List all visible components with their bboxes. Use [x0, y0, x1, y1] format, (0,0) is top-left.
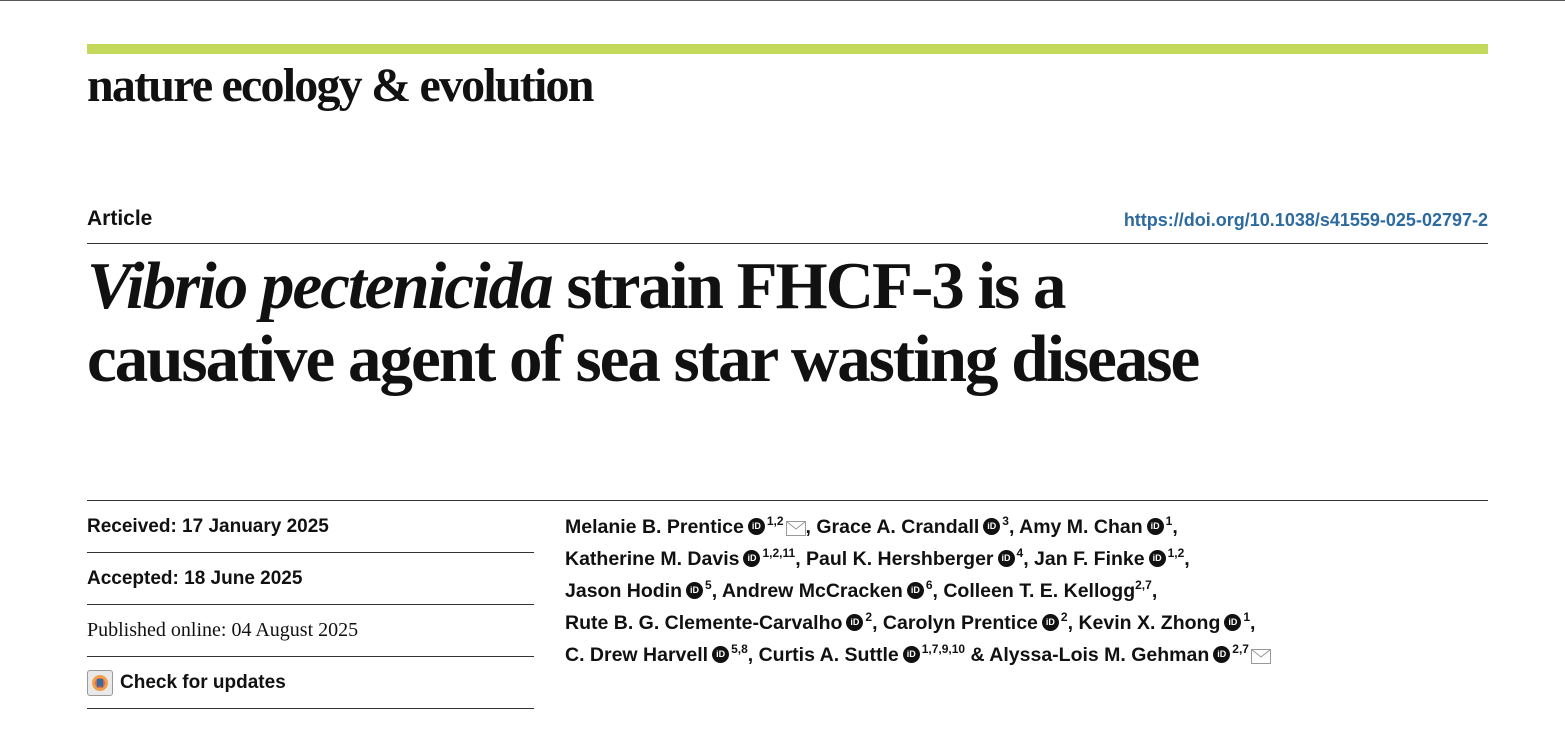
email-icon[interactable] [1250, 649, 1271, 664]
top-border [0, 0, 1565, 1]
accepted-date: Accepted: 18 June 2025 [87, 553, 534, 605]
doi-link[interactable]: https://doi.org/10.1038/s41559-025-02797… [1123, 210, 1488, 230]
author[interactable]: Melanie B. Prentice1,2 [565, 515, 806, 538]
orcid-icon[interactable] [1148, 550, 1166, 567]
check-updates-label: Check for updates [120, 671, 286, 693]
author[interactable]: Rute B. G. Clemente-Carvalho2 [565, 611, 872, 634]
author[interactable]: Kevin X. Zhong1 [1078, 611, 1250, 634]
title-divider [87, 243, 1488, 244]
orcid-icon[interactable] [686, 582, 704, 599]
check-updates-icon [87, 669, 113, 696]
orcid-icon[interactable] [846, 614, 864, 631]
author[interactable]: Jason Hodin5 [565, 579, 712, 602]
check-updates-button[interactable]: Check for updates [87, 657, 534, 709]
published-date: Published online: 04 August 2025 [87, 605, 534, 657]
journal-name[interactable]: nature ecology & evolution [87, 59, 594, 112]
author-line: C. Drew Harvell5,8, Curtis A. Suttle1,7,… [565, 639, 1495, 671]
orcid-icon[interactable] [997, 550, 1015, 567]
author[interactable]: Amy M. Chan1 [1019, 515, 1172, 538]
received-date: Received: 17 January 2025 [87, 501, 534, 553]
article-title: Vibrio pectenicida strain FHCF-3 is a ca… [87, 250, 1487, 396]
author[interactable]: Katherine M. Davis1,2,11 [565, 547, 795, 570]
orcid-icon[interactable] [1213, 646, 1231, 663]
meta-divider [87, 500, 1488, 501]
title-line2: causative agent of sea star wasting dise… [87, 322, 1200, 396]
title-species: Vibrio pectenicida [87, 249, 554, 323]
article-dates: Received: 17 January 2025 Accepted: 18 J… [87, 501, 534, 709]
author[interactable]: Colleen T. E. Kellogg2,7 [943, 578, 1152, 602]
author[interactable]: C. Drew Harvell5,8 [565, 643, 748, 666]
author-list: Melanie B. Prentice1,2, Grace A. Crandal… [565, 511, 1495, 671]
orcid-icon[interactable] [1224, 614, 1242, 631]
email-icon[interactable] [785, 521, 806, 536]
author[interactable]: Paul K. Hershberger4 [806, 547, 1023, 570]
author[interactable]: Jan F. Finke1,2 [1034, 547, 1184, 570]
author-line: Jason Hodin5, Andrew McCracken6, Colleen… [565, 575, 1495, 607]
author-line: Rute B. G. Clemente-Carvalho2, Carolyn P… [565, 607, 1495, 639]
author-line: Melanie B. Prentice1,2, Grace A. Crandal… [565, 511, 1495, 543]
orcid-icon[interactable] [712, 646, 730, 663]
author[interactable]: Curtis A. Suttle1,7,9,10 [759, 643, 966, 666]
orcid-icon[interactable] [1146, 518, 1164, 535]
orcid-icon[interactable] [743, 550, 761, 567]
orcid-icon[interactable] [906, 582, 924, 599]
orcid-icon[interactable] [747, 518, 765, 535]
author[interactable]: Grace A. Crandall3 [816, 515, 1009, 538]
orcid-icon[interactable] [902, 646, 920, 663]
article-type-label: Article [87, 207, 153, 230]
author[interactable]: Carolyn Prentice2 [883, 611, 1068, 634]
journal-accent-bar [87, 44, 1488, 54]
orcid-icon[interactable] [1041, 614, 1059, 631]
title-line1-rest: strain FHCF-3 is a [551, 249, 1066, 323]
author[interactable]: Alyssa-Lois M. Gehman2,7 [989, 643, 1271, 666]
author[interactable]: Andrew McCracken6 [722, 579, 933, 602]
author-line: Katherine M. Davis1,2,11, Paul K. Hershb… [565, 543, 1495, 575]
orcid-icon[interactable] [983, 518, 1001, 535]
